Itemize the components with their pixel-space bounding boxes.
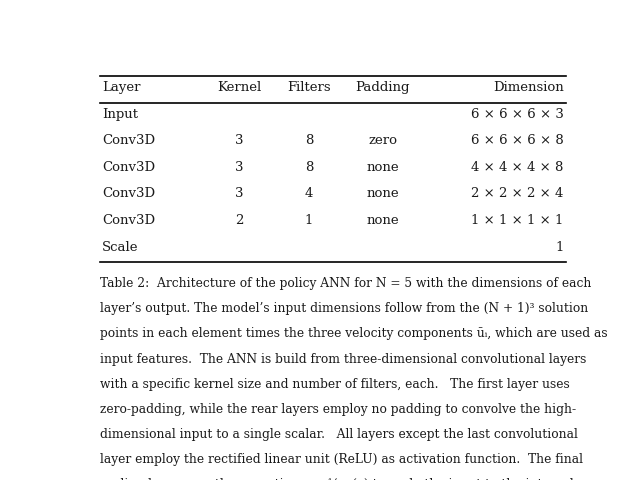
Text: Conv3D: Conv3D <box>102 214 156 227</box>
Text: 4 × 4 × 4 × 8: 4 × 4 × 4 × 8 <box>471 161 564 174</box>
Text: 3: 3 <box>235 161 243 174</box>
Text: layer’s output. The model’s input dimensions follow from the (N + 1)³ solution: layer’s output. The model’s input dimens… <box>100 302 588 315</box>
Text: 2 × 2 × 2 × 4: 2 × 2 × 2 × 4 <box>471 188 564 201</box>
Text: Scale: Scale <box>102 240 139 254</box>
Text: input features.  The ANN is build from three-dimensional convolutional layers: input features. The ANN is build from th… <box>100 352 586 366</box>
Text: 6 × 6 × 6 × 8: 6 × 6 × 6 × 8 <box>471 134 564 147</box>
Text: none: none <box>366 188 399 201</box>
Text: dimensional input to a single scalar.   All layers except the last convolutional: dimensional input to a single scalar. Al… <box>100 428 578 441</box>
Text: layer employ the rectified linear unit (ReLU) as activation function.  The final: layer employ the rectified linear unit (… <box>100 453 583 466</box>
Text: Kernel: Kernel <box>217 81 261 94</box>
Text: 3: 3 <box>235 134 243 147</box>
Text: Conv3D: Conv3D <box>102 161 156 174</box>
Text: Conv3D: Conv3D <box>102 134 156 147</box>
Text: with a specific kernel size and number of filters, each.   The first layer uses: with a specific kernel size and number o… <box>100 378 570 391</box>
Text: 1 × 1 × 1 × 1: 1 × 1 × 1 × 1 <box>471 214 564 227</box>
Text: 8: 8 <box>305 161 313 174</box>
Text: none: none <box>366 214 399 227</box>
Text: 1: 1 <box>305 214 313 227</box>
Text: Filters: Filters <box>287 81 331 94</box>
Text: 8: 8 <box>305 134 313 147</box>
Text: 4: 4 <box>305 188 313 201</box>
Text: points in each element times the three velocity components ūᵢ, which are used as: points in each element times the three v… <box>100 327 607 340</box>
Text: scaling layer uses the operation y = ½σₛ(x) to scale the input to the interval: scaling layer uses the operation y = ½σₛ… <box>100 478 573 480</box>
Text: 3: 3 <box>235 188 243 201</box>
Text: Input: Input <box>102 108 138 120</box>
Text: Dimension: Dimension <box>493 81 564 94</box>
Text: zero: zero <box>368 134 397 147</box>
Text: none: none <box>366 161 399 174</box>
Text: Table 2:  Architecture of the policy ANN for N = 5 with the dimensions of each: Table 2: Architecture of the policy ANN … <box>100 277 591 290</box>
Text: Layer: Layer <box>102 81 141 94</box>
Text: Conv3D: Conv3D <box>102 188 156 201</box>
Text: zero-padding, while the rear layers employ no padding to convolve the high-: zero-padding, while the rear layers empl… <box>100 403 576 416</box>
Text: 2: 2 <box>235 214 243 227</box>
Text: 6 × 6 × 6 × 3: 6 × 6 × 6 × 3 <box>471 108 564 120</box>
Text: Padding: Padding <box>355 81 410 94</box>
Text: 1: 1 <box>556 240 564 254</box>
